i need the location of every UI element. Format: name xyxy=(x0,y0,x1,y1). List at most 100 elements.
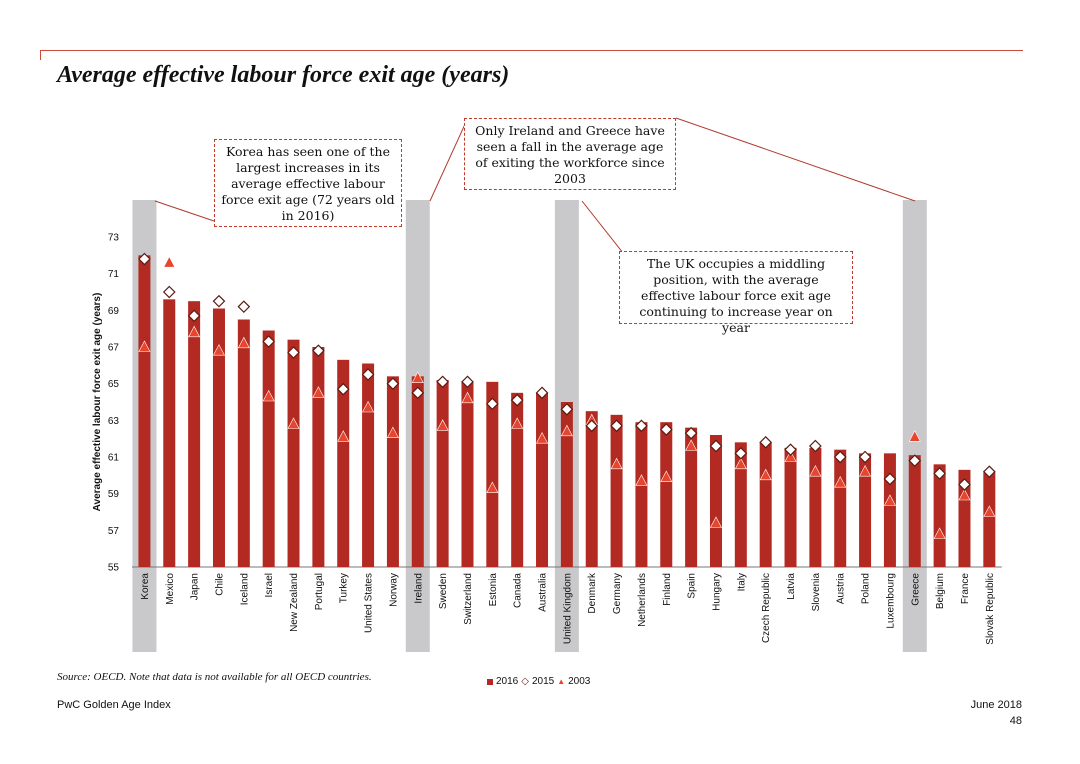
marker-2003 xyxy=(685,439,698,451)
bar-2016 xyxy=(386,376,399,567)
marker-2003 xyxy=(287,417,300,429)
bar-2016 xyxy=(411,376,424,567)
bar-2016 xyxy=(287,339,300,567)
bar-2016 xyxy=(163,299,176,567)
marker-2003 xyxy=(660,470,673,482)
marker-2015 xyxy=(436,375,449,389)
callout-connector-1 xyxy=(429,121,467,202)
bar-2016 xyxy=(635,422,648,567)
y-axis-label: Average effective labour force exit age … xyxy=(92,293,103,512)
x-tick-label: Canada xyxy=(513,573,524,608)
y-tick-label: 69 xyxy=(108,306,120,317)
marker-2015 xyxy=(858,450,872,464)
marker-2015 xyxy=(287,346,300,359)
legend-label-2003: 2003 xyxy=(568,676,591,687)
x-tick-label: Netherlands xyxy=(637,573,648,627)
marker-2003 xyxy=(461,391,474,404)
marker-2003 xyxy=(933,527,946,539)
y-tick-label: 59 xyxy=(108,489,120,500)
x-tick-label: United Kingdom xyxy=(562,573,573,644)
x-tick-label: Turkey xyxy=(339,573,350,603)
marker-2003 xyxy=(188,325,201,338)
bar-2016 xyxy=(237,319,250,567)
marker-2003 xyxy=(635,474,648,486)
source-note: Source: OECD. Note that data is not avai… xyxy=(57,671,372,683)
marker-2015 xyxy=(386,377,400,391)
marker-2003 xyxy=(610,457,623,470)
marker-2003 xyxy=(163,256,176,268)
marker-2015 xyxy=(809,439,822,453)
x-tick-label: Poland xyxy=(861,573,872,604)
x-tick-label: Spain xyxy=(687,573,698,599)
bar-2016 xyxy=(312,347,325,567)
marker-2003 xyxy=(908,430,921,442)
marker-2015 xyxy=(933,467,946,480)
marker-2003 xyxy=(312,386,325,398)
marker-2015 xyxy=(784,443,797,457)
bar-2016 xyxy=(138,255,151,568)
x-tick-label: Ireland xyxy=(413,573,424,604)
y-tick-label: 65 xyxy=(108,379,120,390)
marker-2015 xyxy=(361,368,375,381)
x-tick-label: Greece xyxy=(910,573,921,606)
marker-2015 xyxy=(162,285,176,299)
bar-2016 xyxy=(610,414,623,567)
y-tick-label: 63 xyxy=(108,416,120,427)
footer-brand: PwC Golden Age Index xyxy=(57,699,171,711)
marker-2015 xyxy=(833,450,847,464)
x-tick-label: Switzerland xyxy=(463,573,474,625)
marker-2003 xyxy=(759,468,772,481)
bar-2016 xyxy=(536,392,549,567)
x-tick-label: Norway xyxy=(388,573,399,607)
marker-2015 xyxy=(709,439,723,453)
marker-2015 xyxy=(982,465,996,479)
x-tick-label: United States xyxy=(364,573,375,633)
marker-2003 xyxy=(486,481,499,493)
y-tick-label: 57 xyxy=(108,526,120,537)
x-tick-label: Luxembourg xyxy=(885,573,896,629)
marker-2003 xyxy=(536,432,549,444)
x-tick-label: Slovenia xyxy=(811,573,822,612)
marker-2003 xyxy=(859,465,872,477)
highlight-band-greece xyxy=(902,200,927,652)
marker-2015 xyxy=(212,294,226,308)
marker-2003 xyxy=(834,476,847,488)
bar-2016 xyxy=(511,392,524,567)
x-tick-label: Belgium xyxy=(935,573,946,609)
legend-triangle-icon: ▲ xyxy=(557,677,566,686)
y-tick-label: 71 xyxy=(108,269,120,280)
marker-2003 xyxy=(784,450,797,462)
legend-swatch-2016 xyxy=(487,678,493,685)
bar-2016 xyxy=(709,435,722,567)
x-tick-label: New Zealand xyxy=(289,573,300,632)
marker-2003 xyxy=(734,457,747,470)
bar-2016 xyxy=(486,381,499,567)
marker-2015 xyxy=(659,423,673,436)
marker-2015 xyxy=(535,386,549,400)
bar-2016 xyxy=(759,442,772,567)
marker-2015 xyxy=(759,435,773,449)
bar-2016 xyxy=(958,469,971,567)
marker-2003 xyxy=(212,344,225,356)
callout-connector-2 xyxy=(581,200,628,259)
marker-2015 xyxy=(312,344,325,358)
marker-2003 xyxy=(511,417,524,429)
marker-2015 xyxy=(635,419,648,433)
marker-2003 xyxy=(883,494,896,506)
x-tick-label: Austria xyxy=(836,573,847,605)
legend: 2016 ◇ 2015 ▲ 2003 xyxy=(487,676,590,687)
marker-2015 xyxy=(734,446,748,460)
bar-2016 xyxy=(933,464,946,567)
header-rule-tick xyxy=(40,50,41,60)
marker-2015 xyxy=(485,397,499,411)
bar-2016 xyxy=(461,381,474,567)
y-tick-label: 73 xyxy=(108,233,120,244)
bar-2016 xyxy=(908,455,921,567)
bar-2016 xyxy=(212,308,225,567)
bar-2016 xyxy=(436,380,449,567)
bar-2016 xyxy=(262,330,275,567)
marker-2015 xyxy=(610,419,623,433)
marker-2015 xyxy=(336,382,350,396)
callout-uk: The UK occupies a middling position, wit… xyxy=(619,251,853,335)
